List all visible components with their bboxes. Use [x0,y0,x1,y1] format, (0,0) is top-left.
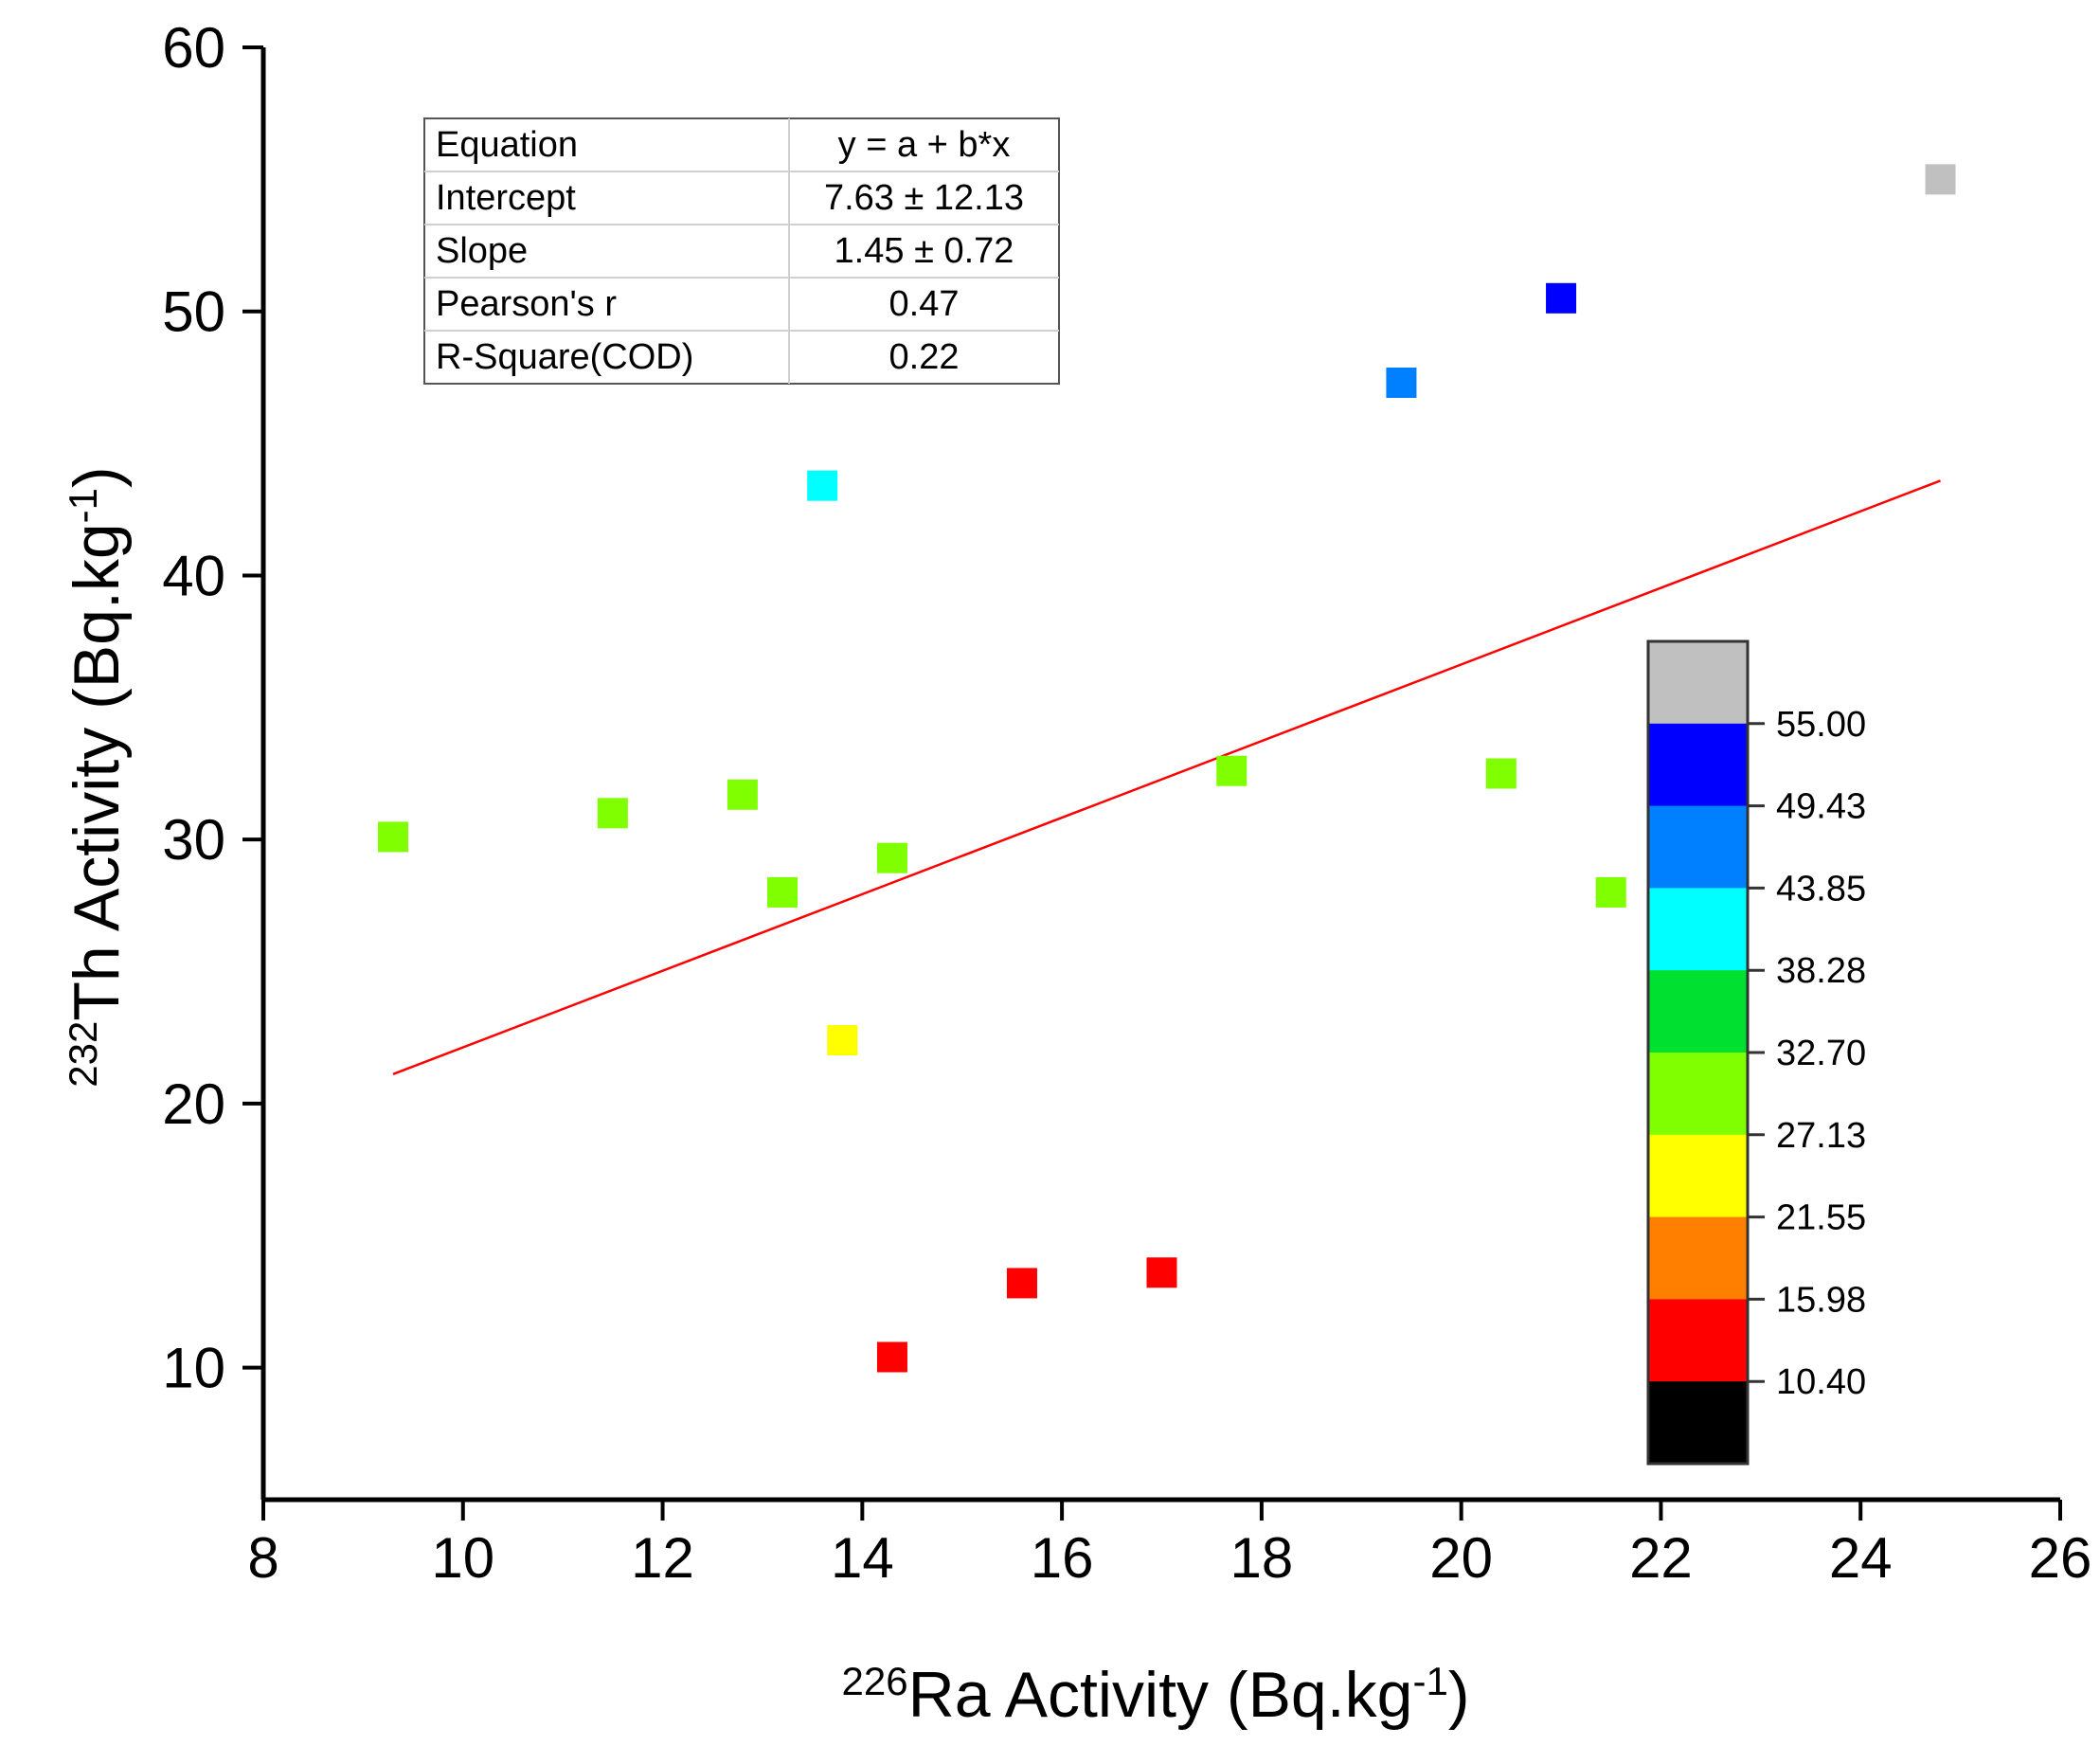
fit-table-label: R-Square(COD) [436,337,693,377]
colorbar-label: 27.13 [1776,1116,1866,1156]
fit-table-value: 1.45 ± 0.72 [835,231,1014,271]
fit-table-value: y = a + b*x [838,125,1011,165]
colorbar-segment [1648,970,1748,1053]
colorbar-segment [1648,1299,1748,1382]
y-tick-label: 20 [162,1072,225,1136]
x-tick-label: 24 [1829,1526,1893,1590]
fit-table-border [423,117,1060,385]
colorbar-segment [1648,1053,1748,1136]
y-axis-title-end: ) [61,466,133,488]
x-tick-label: 8 [247,1526,278,1590]
axes-group: 8 10 12 14 16 18 20 22 24 26 10 20 30 40 50 60 [162,16,2091,1590]
colorbar-label: 49.43 [1776,787,1866,827]
y-tick-label: 40 [162,544,225,607]
data-point [1216,755,1247,786]
colorbar-segment [1648,1134,1748,1218]
x-tick-label: 10 [431,1526,494,1590]
colorbar-segment [1648,1381,1748,1465]
data-point [767,876,799,908]
y-tick-label: 30 [162,808,225,872]
data-point [827,1025,858,1056]
x-tick-label: 14 [831,1526,894,1590]
x-axis-title: 226Ra Activity (Bq.kg-1) [842,1659,1470,1732]
x-axis-title-isotope: 226 [842,1659,908,1703]
colorbar-segment [1648,723,1748,807]
colorbar-label: 21.55 [1776,1198,1866,1238]
y-axis-title-main: Th Activity (Bq.kg [61,523,133,1020]
x-tick-label: 22 [1629,1526,1693,1590]
colorbar-segment [1648,1216,1748,1300]
data-point [1006,1268,1037,1299]
colorbar-label: 43.85 [1776,869,1866,909]
colorbar-label: 15.98 [1776,1280,1866,1320]
y-axis-title-unit-sup: -1 [61,488,105,523]
x-axis-title-main: Ra Activity (Bq.kg [908,1659,1413,1731]
data-points-group [378,164,1956,1373]
data-point [876,842,907,873]
linear-fit-line [392,479,1941,1075]
x-tick-label: 20 [1429,1526,1493,1590]
fit-table-value: 0.47 [889,284,960,324]
data-point [727,779,758,810]
y-axis-title: 232Th Activity (Bq.kg-1) [61,466,134,1087]
data-point [1546,282,1577,314]
y-tick-label: 60 [162,16,225,80]
data-point [876,1341,907,1373]
fit-table-value: 7.63 ± 12.13 [824,178,1024,218]
y-tick-label: 10 [162,1337,225,1400]
data-point [807,470,838,501]
data-point [1595,876,1626,908]
colorbar-label: 32.70 [1776,1034,1866,1073]
data-point [597,798,628,829]
colorbar-segment [1648,641,1748,725]
colorbar-segment [1648,805,1748,889]
colorbar-label: 10.40 [1776,1362,1866,1402]
fit-table-label: Pearson's r [436,284,617,324]
y-axis-title-isotope: 232 [61,1021,105,1088]
data-point [1925,164,1956,195]
x-tick-label: 18 [1230,1526,1294,1590]
fit-table-label: Intercept [436,178,576,218]
x-tick-label: 16 [1031,1526,1094,1590]
colorbar-label: 55.00 [1776,705,1866,745]
fit-table-label: Slope [436,231,528,271]
x-tick-label: 26 [2029,1526,2092,1590]
colorbar: 55.00 49.43 43.85 38.28 32.70 27.13 21.55 15.98… [1646,639,1866,1466]
data-point [1386,367,1417,398]
colorbar-segment [1648,888,1748,971]
fit-line-group [392,479,1941,1075]
data-point [1485,758,1517,789]
colorbar-label: 38.28 [1776,951,1866,991]
fit-results-table: Equation y = a + b*x Intercept 7.63 ± 12.13… [423,117,1060,385]
fit-table-label: Equation [436,125,578,165]
data-point [1146,1257,1177,1288]
x-axis-title-end: ) [1448,1659,1470,1731]
y-tick-label: 50 [162,280,225,344]
fit-table-value: 0.22 [889,337,960,377]
x-axis-title-unit-sup: -1 [1412,1659,1447,1703]
data-point [378,821,409,853]
x-tick-label: 12 [631,1526,694,1590]
